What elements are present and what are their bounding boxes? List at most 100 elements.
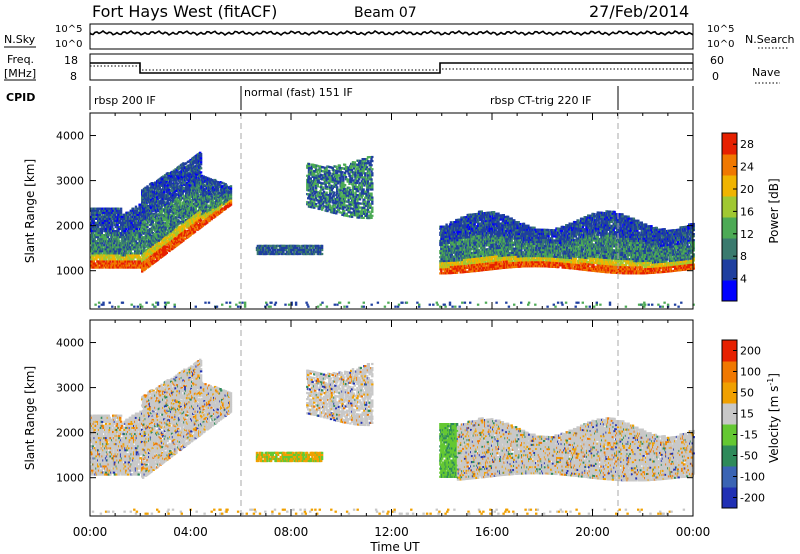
range-gate-cell bbox=[112, 246, 115, 249]
range-gate-cell bbox=[117, 225, 120, 229]
range-gate-cell bbox=[115, 262, 118, 265]
range-gate-cell bbox=[306, 250, 310, 254]
range-gate-cell bbox=[131, 244, 134, 247]
range-gate-cell bbox=[119, 262, 122, 265]
range-gate-cell bbox=[350, 175, 354, 178]
range-gate-cell bbox=[102, 211, 105, 214]
range-gate-cell bbox=[113, 240, 117, 243]
range-gate-cell bbox=[95, 250, 98, 253]
range-gate-cell bbox=[95, 258, 98, 261]
range-gate-cell bbox=[362, 216, 365, 219]
range-gate-cell bbox=[94, 209, 97, 212]
range-gate-cell bbox=[133, 227, 136, 231]
range-gate-cell bbox=[96, 230, 99, 233]
range-gate-cell bbox=[123, 227, 126, 231]
range-gate-cell bbox=[112, 227, 115, 231]
range-gate-cell bbox=[129, 250, 132, 253]
range-gate-cell bbox=[98, 215, 102, 218]
range-gate-cell bbox=[124, 258, 127, 261]
range-gate-cell bbox=[141, 196, 145, 199]
range-gate-cell bbox=[98, 213, 102, 216]
range-gate-cell bbox=[100, 232, 103, 235]
range-gate-cell bbox=[112, 221, 116, 224]
nsky-label: N.Sky bbox=[4, 33, 36, 46]
range-gate-cell bbox=[119, 250, 122, 253]
range-gate-cell bbox=[137, 252, 140, 255]
range-gate-cell bbox=[135, 242, 139, 245]
range-gate-cell bbox=[142, 267, 146, 270]
range-gate-cell bbox=[101, 219, 104, 222]
range-gate-cell bbox=[197, 193, 200, 196]
range-gate-cell bbox=[112, 254, 116, 257]
range-gate-cell bbox=[152, 223, 155, 226]
range-gate-cell bbox=[101, 213, 104, 216]
range-gate-cell bbox=[97, 221, 100, 224]
range-gate-cell bbox=[126, 252, 130, 255]
range-gate-cell bbox=[98, 211, 102, 214]
range-gate-cell bbox=[111, 254, 114, 257]
range-gate-cell bbox=[178, 201, 182, 204]
nsky-tick-top: 10^5 bbox=[55, 24, 82, 35]
range-gate-cell bbox=[100, 230, 103, 233]
range-gate-cell bbox=[363, 206, 366, 209]
range-gate-cell bbox=[133, 223, 136, 227]
range-gate-cell bbox=[193, 230, 197, 233]
range-gate-cell bbox=[360, 184, 363, 187]
range-gate-cell bbox=[116, 252, 119, 255]
range-gate-cell bbox=[105, 209, 109, 212]
range-gate-cell bbox=[92, 209, 95, 212]
range-gate-cell bbox=[348, 186, 351, 189]
range-gate-cell bbox=[126, 232, 129, 235]
range-gate-cell bbox=[262, 248, 265, 252]
range-gate-cell bbox=[95, 246, 98, 249]
range-gate-cell bbox=[128, 242, 132, 245]
range-gate-cell bbox=[119, 236, 122, 239]
range-gate-cell bbox=[126, 215, 130, 218]
range-gate-cell bbox=[97, 227, 101, 231]
range-gate-cell bbox=[120, 215, 124, 218]
range-gate-cell bbox=[117, 264, 120, 267]
range-gate-cell bbox=[199, 153, 203, 156]
range-gate-cell bbox=[106, 252, 110, 255]
range-gate-cell bbox=[112, 230, 116, 233]
range-gate-cell bbox=[103, 244, 106, 247]
range-gate-cell bbox=[140, 234, 143, 237]
range-gate-cell bbox=[328, 172, 332, 175]
range-gate-cell bbox=[104, 258, 108, 261]
range-gate-cell bbox=[113, 266, 117, 269]
nave-tick-top: 60 bbox=[710, 54, 724, 67]
range-gate-cell bbox=[145, 256, 148, 260]
range-gate-cell bbox=[328, 169, 331, 173]
range-gate-cell bbox=[100, 258, 103, 261]
range-gate-cell bbox=[107, 262, 110, 265]
range-gate-cell bbox=[134, 236, 137, 239]
range-gate-cell bbox=[99, 262, 103, 265]
range-gate-cell bbox=[116, 219, 119, 222]
range-gate-cell bbox=[140, 248, 143, 251]
range-gate-cell bbox=[103, 238, 106, 241]
range-gate-cell bbox=[123, 250, 126, 253]
range-gate-cell bbox=[357, 167, 360, 170]
range-gate-cell bbox=[139, 232, 142, 235]
range-gate-cell bbox=[366, 188, 370, 191]
range-gate-cell bbox=[262, 246, 265, 249]
range-gate-cell bbox=[108, 244, 111, 247]
range-gate-cell bbox=[135, 223, 139, 227]
range-gate-cell bbox=[141, 254, 144, 257]
range-gate-cell bbox=[108, 230, 111, 233]
range-gate-cell bbox=[112, 217, 116, 220]
range-gate-cell bbox=[97, 246, 101, 249]
range-gate-cell bbox=[117, 207, 120, 210]
range-gate-cell bbox=[143, 231, 146, 235]
range-gate-cell bbox=[97, 262, 101, 265]
range-gate-cell bbox=[298, 252, 302, 256]
range-gate-cell bbox=[140, 242, 143, 245]
range-gate-cell bbox=[229, 189, 233, 192]
range-gate-cell bbox=[119, 211, 123, 214]
range-gate-cell bbox=[135, 244, 139, 247]
range-gate-cell bbox=[104, 248, 108, 251]
range-gate-cell bbox=[99, 236, 103, 239]
range-gate-cell bbox=[146, 242, 149, 245]
range-gate-cell bbox=[133, 219, 136, 222]
range-gate-cell bbox=[275, 246, 278, 249]
